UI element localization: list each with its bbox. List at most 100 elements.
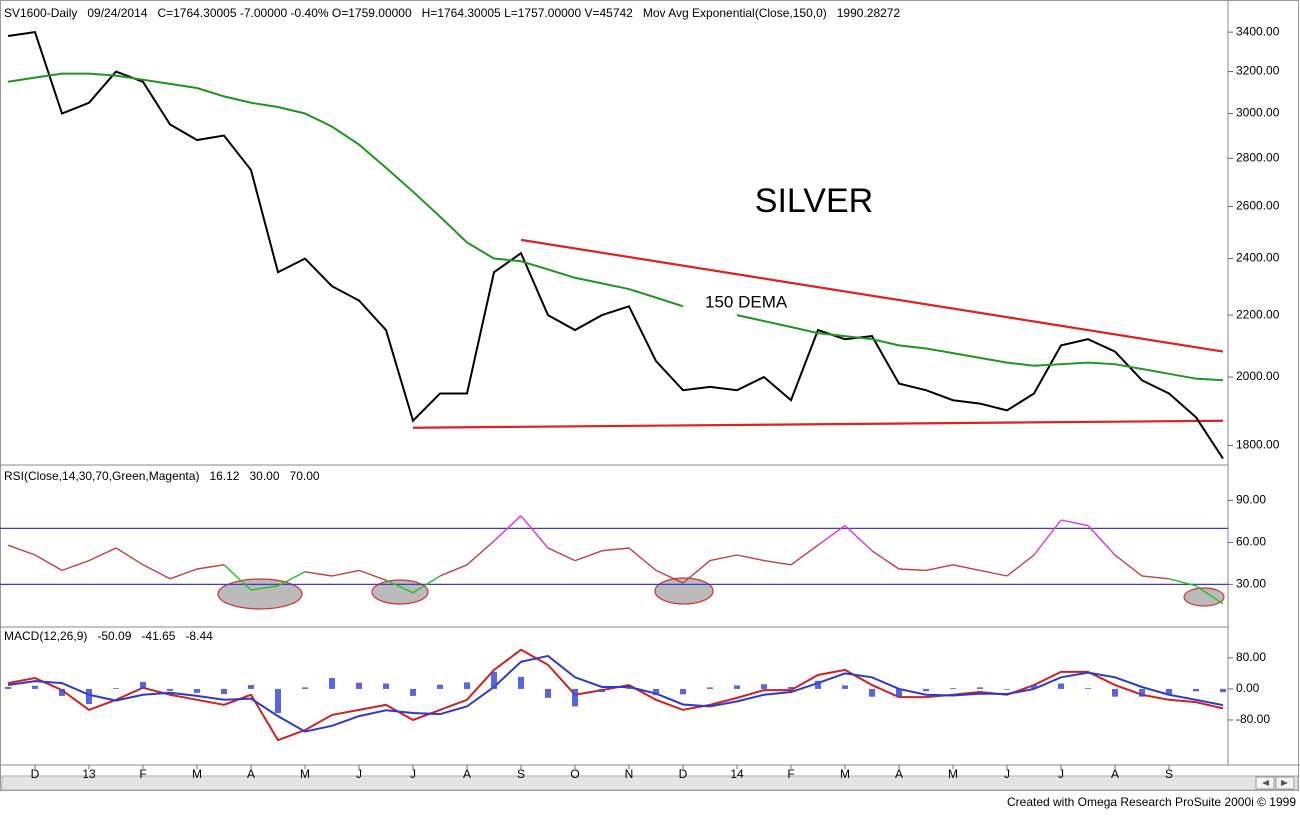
rsi-segment xyxy=(844,525,873,552)
x-tick-label: D xyxy=(31,767,40,781)
rsi-segment xyxy=(439,564,468,577)
rsi-segment xyxy=(655,569,684,584)
header-text: C=1764.30005 -7.00000 -0.40% O=1759.0000… xyxy=(157,6,412,20)
histogram-bar xyxy=(572,688,578,707)
histogram-bar xyxy=(1004,688,1010,690)
rsi-segment xyxy=(466,540,495,566)
histogram-bar xyxy=(1085,688,1091,689)
rsi-segment xyxy=(142,564,171,580)
histogram-bar xyxy=(707,687,713,689)
histogram-bar xyxy=(923,688,929,692)
y-tick-label: 80.00 xyxy=(1236,650,1266,664)
rsi-segment xyxy=(196,564,225,570)
highlight-ellipse xyxy=(371,579,429,605)
rsi-segment xyxy=(790,544,819,566)
header-text: Mov Avg Exponential(Close,150,0) xyxy=(643,6,827,20)
histogram-bar xyxy=(761,684,767,689)
x-tick-label: M xyxy=(948,767,958,781)
histogram-bar xyxy=(5,686,11,689)
histogram-bar xyxy=(491,671,497,689)
x-tick-label: M xyxy=(300,767,310,781)
rsi-segment xyxy=(871,550,900,570)
rsi-segment xyxy=(385,579,414,594)
x-tick-label: J xyxy=(410,767,416,781)
rsi-segment xyxy=(952,564,981,572)
y-tick-label: 2400.00 xyxy=(1236,251,1280,265)
series-line xyxy=(7,654,1224,733)
rsi-segment xyxy=(1033,519,1062,556)
histogram-bar xyxy=(410,688,416,696)
x-tick-label: J xyxy=(1004,767,1010,781)
y-tick-label: 60.00 xyxy=(1236,535,1266,549)
header-text: 1990.28272 xyxy=(837,6,901,20)
rsi-segment xyxy=(250,585,279,591)
header-text: -50.09 xyxy=(97,629,131,643)
x-tick-label: A xyxy=(895,767,903,781)
trend-line xyxy=(520,238,1224,353)
x-tick-label: A xyxy=(463,767,471,781)
y-tick-label: 2600.00 xyxy=(1236,199,1280,213)
x-tick-label: A xyxy=(1111,767,1119,781)
rsi-segment xyxy=(574,550,603,562)
histogram-bar xyxy=(32,685,38,689)
histogram-bar xyxy=(1166,688,1172,694)
x-tick-label: M xyxy=(840,767,850,781)
chart-title: SILVER xyxy=(755,182,873,220)
rsi-segment xyxy=(1141,575,1170,580)
y-tick-label: 90.00 xyxy=(1236,493,1266,507)
rsi-segment xyxy=(1195,585,1224,605)
scrollbar[interactable] xyxy=(1,775,1299,791)
rsi-segment xyxy=(88,547,117,562)
histogram-bar xyxy=(113,688,119,689)
rsi-segment xyxy=(1168,578,1197,587)
rsi-segment xyxy=(412,575,441,594)
histogram-bar xyxy=(86,688,92,705)
rsi-segment xyxy=(34,554,63,572)
x-tick-label: 13 xyxy=(82,767,96,781)
histogram-bar xyxy=(59,688,65,696)
histogram-bar xyxy=(545,688,551,698)
y-tick-label: 3000.00 xyxy=(1236,106,1280,120)
histogram-bar xyxy=(869,688,875,697)
x-tick-label: D xyxy=(679,767,688,781)
trend-line xyxy=(412,419,1224,429)
rsi-segment xyxy=(709,554,738,562)
histogram-bar xyxy=(275,688,281,713)
histogram-bar xyxy=(194,688,200,693)
histogram-bar xyxy=(815,680,821,689)
rsi-segment xyxy=(304,571,333,577)
x-tick-label: F xyxy=(787,767,794,781)
histogram-bar xyxy=(302,687,308,689)
histogram-bar xyxy=(1112,688,1118,697)
rsi-segment xyxy=(520,515,549,549)
highlight-ellipse xyxy=(217,578,303,610)
x-tick-label: A xyxy=(247,767,255,781)
rsi-segment xyxy=(331,569,360,577)
rsi-segment xyxy=(493,515,522,542)
rsi-segment xyxy=(358,569,387,581)
histogram-bar xyxy=(140,681,146,689)
histogram-bar xyxy=(599,688,605,693)
rsi-segment xyxy=(817,525,846,546)
rsi-segment xyxy=(61,559,90,572)
rsi-segment xyxy=(601,547,630,552)
frame xyxy=(0,0,1299,791)
rsi-segment xyxy=(682,560,711,584)
histogram-bar xyxy=(842,685,848,689)
histogram-bar xyxy=(221,688,227,694)
histogram-bar xyxy=(1031,685,1037,689)
x-tick-label: N xyxy=(625,767,634,781)
rsi-segment xyxy=(277,571,306,587)
header-text: -8.44 xyxy=(185,629,213,643)
y-tick-label: 3400.00 xyxy=(1236,24,1280,38)
series-line xyxy=(7,31,1224,460)
header-text: -41.65 xyxy=(141,629,175,643)
y-tick-label: 30.00 xyxy=(1236,577,1266,591)
histogram-bar xyxy=(734,685,740,689)
highlight-ellipse xyxy=(1183,587,1225,607)
histogram-bar xyxy=(329,678,335,689)
rsi-segment xyxy=(628,547,657,571)
y-tick-label: 0.00 xyxy=(1236,681,1260,695)
